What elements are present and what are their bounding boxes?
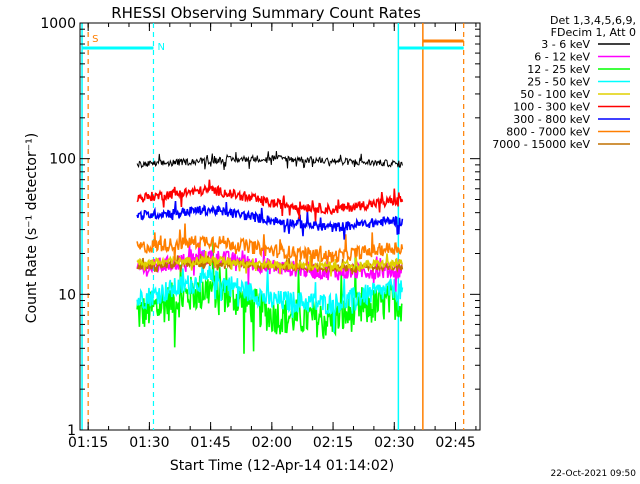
x-axis-label: Start Time (12-Apr-14 01:14:02) <box>170 458 394 474</box>
plot-area: SN <box>79 22 481 431</box>
legend-label: 25 - 50 keV <box>527 76 590 89</box>
series-line-6-12-kevkev <box>136 242 403 292</box>
legend-label: 6 - 12 keV <box>534 51 590 64</box>
legend-label: 3 - 6 keV <box>541 38 590 51</box>
legend-label: 300 - 800 keV <box>513 113 590 126</box>
legend-label: 50 - 100 keV <box>520 88 590 101</box>
y-axis-ticks: 1 10 100 1000 <box>40 16 480 439</box>
footer-timestamp: 22-Oct-2021 09:50 <box>551 469 637 479</box>
legend-label: 12 - 25 keV <box>527 63 590 76</box>
plot-frame <box>79 22 481 431</box>
x-tick-label: 01:15 <box>68 435 108 451</box>
x-tick-label: 01:45 <box>190 435 230 451</box>
legend-label: 100 - 300 keV <box>513 101 590 114</box>
marker-label-n: N <box>157 42 164 53</box>
series-line-800-7000-kevkev <box>136 223 404 271</box>
legend: Det 1,3,4,5,6,9,FDecim 1, Att 03 - 6 keV… <box>492 14 636 151</box>
y-tick-label: 1 <box>67 423 76 439</box>
x-axis-ticks: 01:15 01:30 01:45 02:00 02:15 02:30 02:45 <box>68 23 477 451</box>
x-tick-label: 02:15 <box>313 435 353 451</box>
y-tick-label: 100 <box>49 152 76 168</box>
series-line-50-100-kevkev <box>136 250 404 277</box>
x-tick-label: 02:30 <box>374 435 414 451</box>
y-axis-label: Count Rate (s⁻¹ detector⁻¹) <box>24 133 40 323</box>
legend-label: 7000 - 15000 keV <box>492 138 590 151</box>
series-line-300-800-kevkev <box>136 201 404 240</box>
y-tick-label: 1000 <box>40 16 76 32</box>
y-tick-label: 10 <box>58 287 76 303</box>
legend-header: Det 1,3,4,5,6,9, <box>550 14 636 27</box>
series-line-100-300-kevkev <box>136 179 404 222</box>
marker-label-s: S <box>92 34 98 45</box>
series-line-3-6-kevkev <box>136 150 403 170</box>
chart-title: RHESSI Observing Summary Count Rates <box>111 4 421 22</box>
series-line-25-50-kevkev <box>136 250 404 333</box>
x-tick-label: 02:00 <box>252 435 292 451</box>
x-tick-label: 02:45 <box>435 435 475 451</box>
legend-label: 800 - 7000 keV <box>506 126 590 139</box>
x-tick-label: 01:30 <box>129 435 169 451</box>
legend-header: FDecim 1, Att 0 <box>551 26 636 39</box>
